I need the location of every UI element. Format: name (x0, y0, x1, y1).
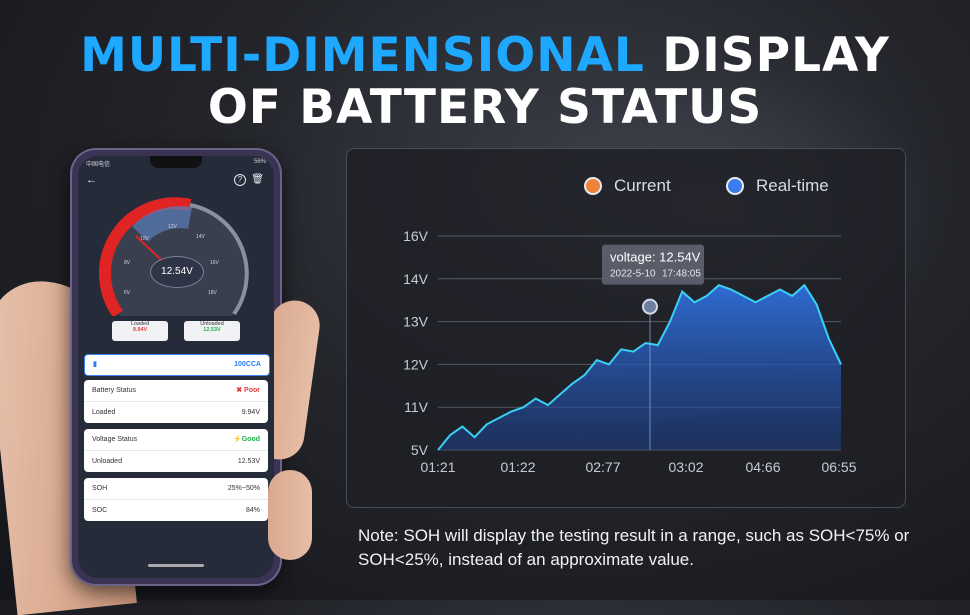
soh-soc-card: SOH 25%~50% SOC 84% (84, 478, 268, 521)
footnote: Note: SOH will display the testing resul… (358, 526, 910, 569)
cca-value: 100CCA (234, 361, 261, 368)
status-bar: 中国电信 56% (86, 159, 266, 169)
loaded-row-value: 9.94V (241, 409, 260, 416)
unloaded-value: 12.53V (203, 327, 221, 333)
lightning-icon: ⚡ (233, 436, 242, 443)
battery-status-label: Battery Status (92, 387, 136, 394)
gauge-grey-arc (189, 203, 249, 316)
tooltip-box (602, 244, 704, 285)
voltage-area-chart: 5V 11V 12V 13V 14V 16V 01:21 01:22 02:77 03:02 04… (403, 228, 857, 475)
y-tick-label: 16V (403, 228, 429, 244)
tooltip-date: 2022-5-10 (610, 269, 656, 280)
gauge-tick-label: 14V (196, 234, 206, 240)
y-axis-ticks: 5V 11V 12V 13V 14V 16V (403, 228, 429, 458)
tooltip: voltage: 12.54V 2022-5-10 17:48:05 (602, 244, 704, 285)
soc-value: 84% (245, 507, 260, 514)
trash-icon[interactable]: 🗑 (251, 174, 264, 185)
arrow-left-icon[interactable]: ← (86, 174, 97, 186)
headline-blue-text: MULTI-DIMENSIONAL (80, 28, 645, 83)
x-tick-label: 02:77 (585, 459, 620, 475)
y-tick-label: 11V (404, 399, 429, 415)
series-area-realtime (438, 285, 841, 450)
loaded-label: Loaded (130, 321, 150, 327)
voltage-status-value: Good (241, 436, 260, 443)
unloaded-row-label: Unloaded (92, 458, 122, 465)
series-line-realtime (437, 283, 842, 451)
legend-dot-current (584, 177, 602, 195)
gauge-blue-sector (132, 206, 192, 243)
x-axis-ticks: 01:21 01:22 02:77 03:02 04:66 06:55 (420, 459, 856, 475)
gauge-red-arc (99, 197, 192, 316)
gauge-tick-label: 16V (210, 260, 220, 266)
y-tick-label: 12V (403, 356, 429, 372)
soh-value: 25%~50% (227, 485, 260, 492)
voltage-status-card: Voltage Status ⚡Good Unloaded 12.53V (84, 429, 268, 472)
battery-percent: 56% (253, 159, 266, 165)
gauge-value: 12.54V (150, 256, 204, 288)
battery-icon: ▮ (93, 361, 97, 368)
carrier-label: 中国电信 (86, 162, 111, 168)
soc-label: SOC (92, 507, 108, 514)
headline-white-text: DISPLAY (662, 28, 890, 83)
x-circle-icon: ✖ (236, 387, 245, 394)
tooltip-label: voltage: 12.54V (610, 250, 701, 265)
battery-status-value: Poor (244, 387, 260, 394)
headline-line2: OF BATTERY STATUS (207, 80, 763, 135)
x-tick-label: 01:22 (500, 459, 535, 475)
phone-notch (150, 156, 202, 168)
battery-status-card: Battery Status ✖ Poor Loaded 9.94V (84, 380, 268, 423)
gauge-tick-label: 12V (168, 224, 178, 230)
y-tick-label: 5V (411, 442, 429, 458)
x-tick-label: 01:21 (420, 459, 455, 475)
legend-item-current[interactable]: Current (584, 176, 671, 196)
phone-screen: 中国电信 56% ← ? 🗑 6V 8V 10V 12V 14V 16V 18V… (78, 156, 274, 578)
y-tick-label: 14V (403, 271, 429, 287)
question-circle-icon[interactable]: ? (234, 174, 246, 186)
app-topbar: ← ? 🗑 (86, 174, 266, 190)
gauge-tick-label: 6V (124, 290, 131, 296)
gauge-tick-label: 8V (124, 260, 131, 266)
soh-label: SOH (92, 485, 108, 492)
y-tick-label: 13V (403, 314, 429, 330)
legend-label-current: Current (614, 176, 671, 195)
home-indicator (148, 564, 204, 567)
cca-card: ▮ 100CCA (84, 354, 270, 376)
tooltip-time: 17:48:05 (662, 269, 701, 280)
unloaded-box: Unloaded 12.53V (184, 321, 240, 341)
legend-item-realtime[interactable]: Real-time (726, 176, 829, 196)
headline-line1: MULTI-DIMENSIONAL DISPLAY (0, 28, 970, 83)
x-tick-label: 04:66 (745, 459, 780, 475)
gauge-tick-label: 18V (208, 290, 218, 296)
legend-label-realtime: Real-time (756, 176, 829, 195)
legend-dot-realtime (726, 177, 744, 195)
tooltip-marker[interactable] (642, 298, 658, 315)
x-tick-label: 06:55 (821, 459, 856, 475)
unloaded-label: Unloaded (200, 321, 224, 327)
x-tick-label: 03:02 (668, 459, 703, 475)
hand-finger (268, 470, 312, 560)
unloaded-row-value: 12.53V (237, 458, 260, 465)
loaded-value: 9.94V (132, 327, 148, 333)
loaded-box: Loaded 9.94V (112, 321, 168, 341)
gauge-tick-label: 10V (140, 236, 150, 242)
voltage-status-label: Voltage Status (92, 436, 138, 443)
loaded-row-label: Loaded (92, 409, 116, 416)
